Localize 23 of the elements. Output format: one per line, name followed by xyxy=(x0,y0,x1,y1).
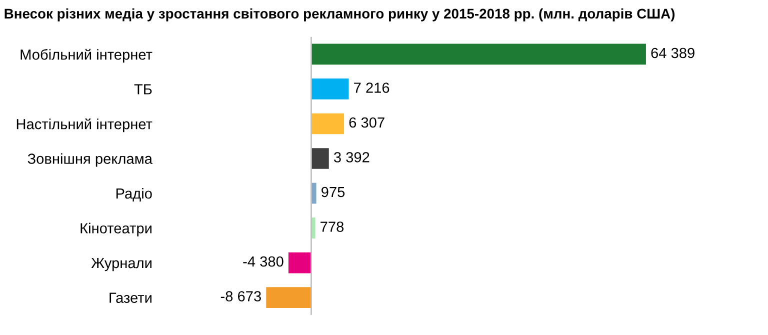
data-label: 778 xyxy=(320,222,344,232)
bar xyxy=(311,113,344,134)
data-label: 64 389 xyxy=(651,48,694,58)
data-label: 7 216 xyxy=(354,82,390,93)
bar xyxy=(266,287,312,308)
bar xyxy=(311,78,349,100)
y-tick-label: Зовнішня реклама xyxy=(28,153,152,167)
chart-title: Внесок різних медіа у зростання світового рекламного ринку у 2015-2018 рр. (млн. доларів США) xyxy=(4,8,675,22)
data-label: 3 392 xyxy=(334,152,370,162)
y-tick-label: Журнали xyxy=(91,258,152,272)
data-label: -8 673 xyxy=(220,291,261,302)
data-label: 975 xyxy=(322,186,345,198)
bar xyxy=(288,252,312,274)
y-tick-label: Газети xyxy=(110,292,152,303)
y-tick-label: Настільний інтернет xyxy=(16,118,152,132)
y-tick-label: Мобільний інтернет xyxy=(20,48,152,63)
data-label: -4 380 xyxy=(243,256,284,267)
y-tick-label: Радіо xyxy=(116,188,152,202)
bar xyxy=(311,148,329,169)
data-label: 6 307 xyxy=(349,117,384,128)
y-tick-label: ТБ xyxy=(134,84,152,94)
y-tick-label: Кінотеатри xyxy=(80,222,152,236)
bar xyxy=(311,44,646,65)
